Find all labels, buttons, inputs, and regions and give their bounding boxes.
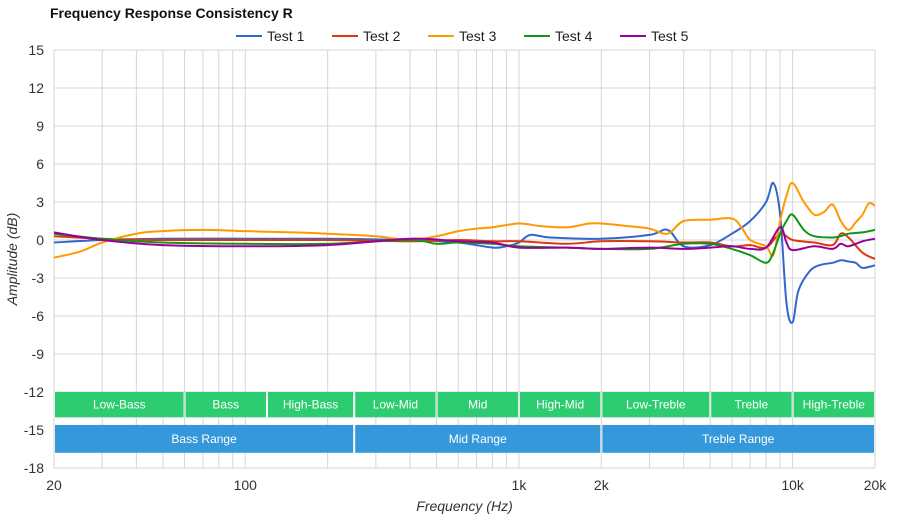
sub-range-band-label: Low-Mid: [373, 398, 418, 412]
y-tick-label: 0: [36, 232, 44, 248]
sub-range-band-label: Bass: [212, 398, 239, 412]
sub-range-band: [55, 392, 184, 418]
legend-label: Test 2: [363, 28, 401, 44]
x-tick-label: 2k: [594, 477, 610, 493]
y-tick-label: -12: [24, 384, 44, 400]
main-range-band: [602, 424, 874, 453]
y-tick-label: 6: [36, 156, 44, 172]
sub-range-band: [793, 392, 874, 418]
sub-range-band-label: Treble: [735, 398, 769, 412]
main-range-band: [55, 424, 354, 453]
x-tick-label: 20: [46, 477, 62, 493]
sub-range-band: [437, 392, 518, 418]
y-tick-label: -9: [32, 346, 45, 362]
legend-label: Test 4: [555, 28, 593, 44]
y-tick-label: -3: [32, 270, 45, 286]
main-range-band-label: Treble Range: [702, 432, 775, 446]
x-tick-label: 10k: [781, 477, 805, 493]
sub-range-band-label: Mid: [468, 398, 487, 412]
main-range-band-label: Bass Range: [171, 432, 237, 446]
y-tick-label: -6: [32, 308, 45, 324]
main-range-band: [355, 424, 601, 453]
main-range-band-label: Mid Range: [449, 432, 507, 446]
x-axis-label: Frequency (Hz): [416, 498, 512, 514]
x-tick-label: 100: [234, 477, 258, 493]
legend-label: Test 3: [459, 28, 497, 44]
y-tick-label: 15: [28, 42, 44, 58]
x-tick-label: 20k: [864, 477, 888, 493]
legend: Test 1 Test 2 Test 3 Test 4 Test 5: [236, 28, 689, 44]
sub-range-band: [711, 392, 792, 418]
sub-range-band: [519, 392, 601, 418]
sub-range-band-label: High-Mid: [536, 398, 584, 412]
y-tick-label: 12: [28, 80, 44, 96]
y-tick-label: -15: [24, 422, 44, 438]
sub-range-band: [267, 392, 354, 418]
chart-title: Frequency Response Consistency R: [50, 5, 293, 21]
y-tick-label: 3: [36, 194, 44, 210]
series-line-test-1: [53, 181, 876, 324]
sub-range-band-label: High-Bass: [283, 398, 338, 412]
series-line-test-2: [53, 232, 876, 260]
sub-range-band: [185, 392, 266, 418]
legend-label: Test 1: [267, 28, 305, 44]
legend-label: Test 5: [651, 28, 689, 44]
y-axis-label: Amplitude (dB): [4, 213, 20, 307]
series-line-test-5: [53, 226, 876, 252]
series-line-test-3: [53, 181, 876, 259]
x-tick-label: 1k: [512, 477, 528, 493]
sub-range-band: [355, 392, 436, 418]
sub-range-band-label: Low-Bass: [93, 398, 146, 412]
y-tick-label: -18: [24, 460, 44, 476]
y-tick-label: 9: [36, 118, 44, 134]
sub-range-band-label: Low-Treble: [626, 398, 686, 412]
sub-range-band: [602, 392, 710, 418]
sub-range-band-label: High-Treble: [803, 398, 866, 412]
